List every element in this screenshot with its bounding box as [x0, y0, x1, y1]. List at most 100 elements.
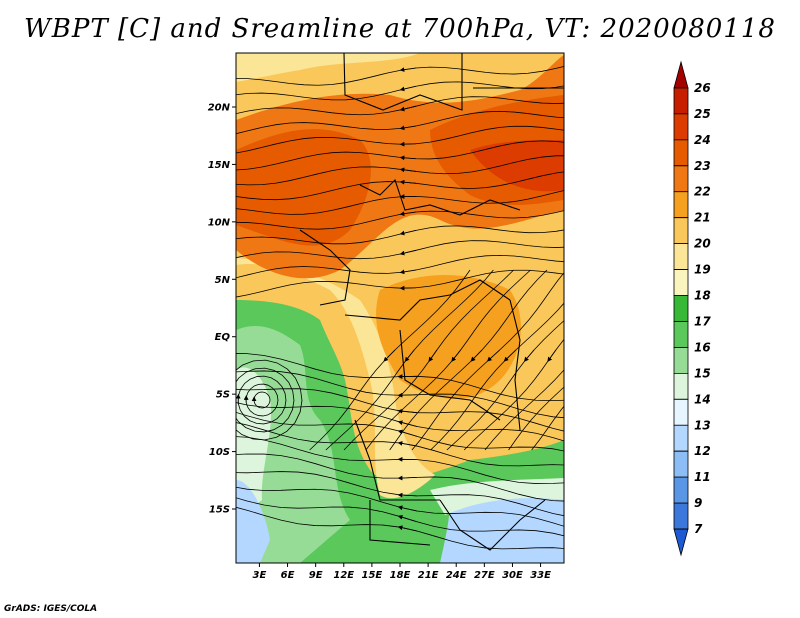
colorbar-swatch	[673, 450, 689, 478]
streamline-arrow	[397, 525, 418, 532]
colorbar-label: 16	[694, 340, 711, 354]
streamline-arrow	[399, 249, 417, 256]
streamline-arrow	[397, 441, 418, 447]
streamlines	[236, 66, 602, 550]
colorbar-label: 14	[694, 392, 711, 406]
streamline-arrow	[399, 269, 417, 275]
colorbar-label: 23	[694, 159, 711, 173]
streamline-arrow	[486, 349, 500, 362]
field-15	[236, 367, 272, 520]
latitude-axis: 20N 15N 10N 5N EQ 5S 10S 15S	[208, 102, 236, 516]
lon-tick-label: 18E	[390, 570, 411, 581]
field-23	[236, 129, 371, 246]
colorbar-swatch	[673, 398, 689, 426]
streamline-arrow	[523, 349, 535, 362]
streamline-arrow	[428, 349, 438, 362]
streamline-arrow	[470, 349, 483, 362]
lat-tick-label: 10S	[209, 447, 230, 458]
lon-tick-label: 12E	[333, 570, 354, 581]
lon-tick-label: 9E	[309, 570, 323, 581]
streamline-arrow	[547, 349, 557, 362]
streamline-arrow	[399, 179, 417, 185]
colorbar-label: 11	[694, 470, 711, 484]
streamline-arrow	[397, 492, 418, 498]
streamline-arrow	[383, 349, 396, 362]
streamline	[236, 359, 303, 441]
colorbar-swatch	[673, 87, 689, 115]
lon-tick-label: 21E	[418, 570, 439, 581]
streamline-arrow	[572, 350, 579, 360]
colorbar-label: 20	[694, 237, 711, 251]
lat-tick-label: 5S	[216, 390, 230, 401]
lon-tick-label: 27E	[474, 570, 495, 581]
chart-title: WBPT [C] and Sreamline at 700hPa, VT: 20…	[24, 14, 776, 44]
lat-tick-label: 15N	[208, 160, 231, 171]
colorbar-swatch	[673, 269, 689, 296]
colorbar-swatch	[673, 347, 689, 374]
colorbar-swatch	[673, 217, 689, 245]
country-borders	[299, 53, 564, 551]
streamline-arrow	[399, 85, 417, 92]
colorbar-swatch	[673, 139, 689, 167]
lon-tick-label: 3E	[253, 570, 267, 581]
streamline-arrow	[399, 211, 417, 217]
colorbar-swatch	[673, 476, 689, 504]
field-16	[236, 325, 350, 563]
field-19-top	[236, 53, 420, 82]
streamline-arrow	[451, 349, 461, 362]
field-21	[376, 275, 521, 399]
lat-tick-label: 10N	[208, 217, 231, 228]
lat-tick-label: EQ	[215, 332, 231, 343]
colorbar-swatch	[673, 60, 689, 89]
colorbar-label: 15	[694, 366, 711, 380]
field-18	[236, 258, 435, 499]
streamline-arrow	[593, 350, 602, 360]
streamline	[236, 367, 295, 433]
lat-tick-label: 20N	[208, 102, 231, 113]
colorbar: 26 25 24 23 22 21 20 19 18 17 16 15 14 13 12 11 9 7	[673, 60, 711, 557]
streamline-arrow	[503, 349, 517, 362]
streamline-arrow	[399, 125, 417, 131]
colorbar-swatch	[673, 321, 689, 348]
field-24	[470, 140, 564, 192]
map-area	[236, 53, 602, 563]
lon-tick-label: 30E	[502, 570, 523, 581]
colorbar-label: 25	[694, 107, 711, 121]
colorbar-swatch	[673, 424, 689, 452]
streamline-arrow	[397, 420, 418, 427]
streamline	[484, 369, 564, 451]
streamline	[531, 405, 564, 451]
streamline-arrow	[399, 105, 417, 112]
colorbar-swatch	[673, 191, 689, 219]
streamline-arrow	[397, 429, 418, 437]
lon-tick-label: 6E	[281, 570, 295, 581]
streamline-arrow	[404, 349, 415, 362]
colorbar-label: 18	[694, 289, 711, 303]
streamline-arrow	[399, 229, 417, 236]
colorbar-label: 26	[694, 81, 711, 95]
colorbar-label: 13	[694, 418, 711, 432]
colorbar-swatch	[673, 113, 689, 141]
streamline-arrow	[397, 514, 418, 523]
streamline-arrow	[397, 408, 418, 414]
colorbar-label: 21	[694, 211, 711, 225]
colorbar-label: 22	[694, 185, 711, 199]
colorbar-label: 17	[694, 314, 711, 328]
lat-tick-label: 5N	[215, 275, 231, 286]
streamline-arrow	[399, 155, 417, 161]
streamline-arrow	[399, 67, 417, 73]
streamline-arrow	[397, 505, 418, 512]
field-15b	[430, 478, 564, 515]
longitude-axis: 3E 6E 9E 12E 15E 18E 21E 24E 27E 30E 33E	[253, 563, 551, 581]
lon-tick-label: 24E	[446, 570, 467, 581]
colorbar-label: 7	[694, 522, 703, 536]
lat-tick-label: 15S	[209, 505, 230, 516]
field-14	[236, 480, 270, 563]
colorbar-label: 19	[694, 263, 711, 277]
colorbar-swatch	[673, 372, 689, 400]
streamline-arrow	[397, 475, 418, 481]
colorbar-label: 24	[694, 133, 711, 147]
streamline	[508, 386, 564, 451]
colorbar-label: 12	[694, 444, 711, 458]
